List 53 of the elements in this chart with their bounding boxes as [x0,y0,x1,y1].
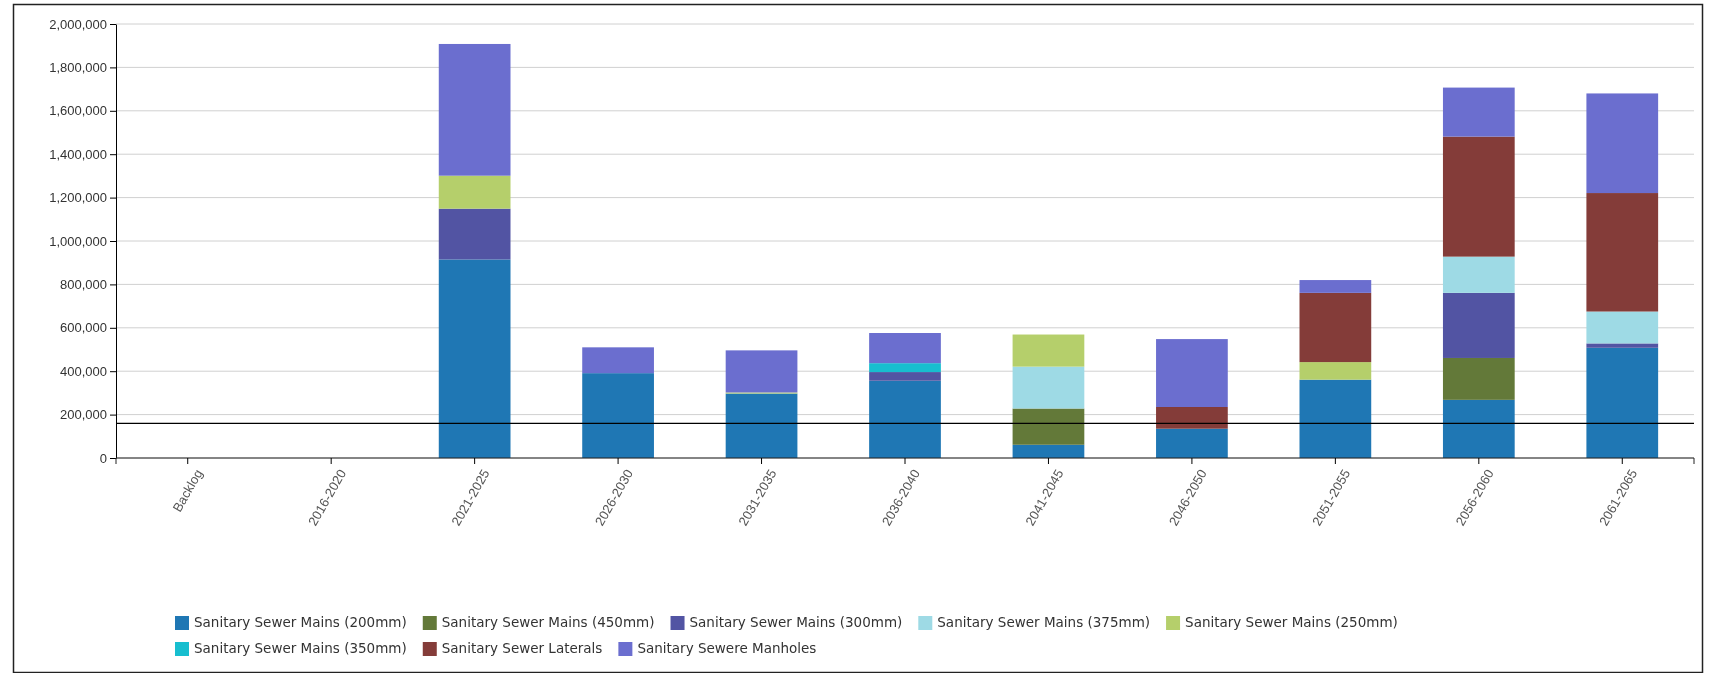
y-tick-label: 600,000 [60,320,107,336]
bar [1442,136,1515,257]
legend-label: Sanitary Sewer Laterals [441,640,603,656]
bar [725,393,798,458]
bar [1586,347,1659,458]
y-tick-label: 1,200,000 [49,190,107,206]
bar [1012,444,1085,458]
bar [1442,292,1515,358]
bar [1586,93,1659,194]
y-tick-label: 400,000 [60,363,107,379]
legend-label: Sanitary Sewer Mains (375mm) [937,614,1151,630]
y-tick-label: 1,600,000 [49,103,107,119]
bar [1299,362,1372,380]
y-tick-label: 1,800,000 [49,60,107,76]
y-tick-label: 1,400,000 [49,146,107,162]
bar [438,208,511,260]
legend-label: Sanitary Sewer Mains (450mm) [441,614,655,630]
bar [1012,334,1085,367]
bar [1586,343,1659,348]
bar [869,380,941,458]
bar [1156,428,1228,458]
y-tick-label: 200,000 [60,407,107,423]
bar [438,259,511,458]
legend-label: Sanitary Sewer Mains (250mm) [1185,614,1398,630]
bar [1156,339,1228,408]
y-tick-label: 800,000 [60,277,107,293]
legend-label: Sanitary Sewer Mains (300mm) [689,614,903,630]
bar [1442,256,1515,293]
legend-label: Sanitary Sewer Mains (200mm) [194,614,407,630]
y-tick-label: 1,000,000 [49,233,107,249]
legend-label: Sanitary Sewer Mains (350mm) [194,640,407,656]
bar [438,43,511,176]
bar [1586,193,1659,312]
bar [582,347,654,374]
bar [1012,408,1085,445]
y-tick-label: 0 [99,450,107,466]
bar [1299,280,1372,293]
bar [582,373,654,458]
y-tick-label: 2,000,000 [49,16,107,32]
bar [1442,87,1515,137]
bar [1442,357,1515,400]
bar [1156,407,1228,429]
bar [438,175,511,209]
bar [1299,379,1372,458]
bar [1012,366,1085,409]
bar [725,350,798,393]
bar [869,333,941,364]
bar [1586,311,1659,344]
legend-label: Sanitary Sewere Manholes [637,640,817,656]
bar [1442,399,1515,458]
bar [1299,292,1372,363]
bar [869,363,941,373]
bar [869,372,941,381]
